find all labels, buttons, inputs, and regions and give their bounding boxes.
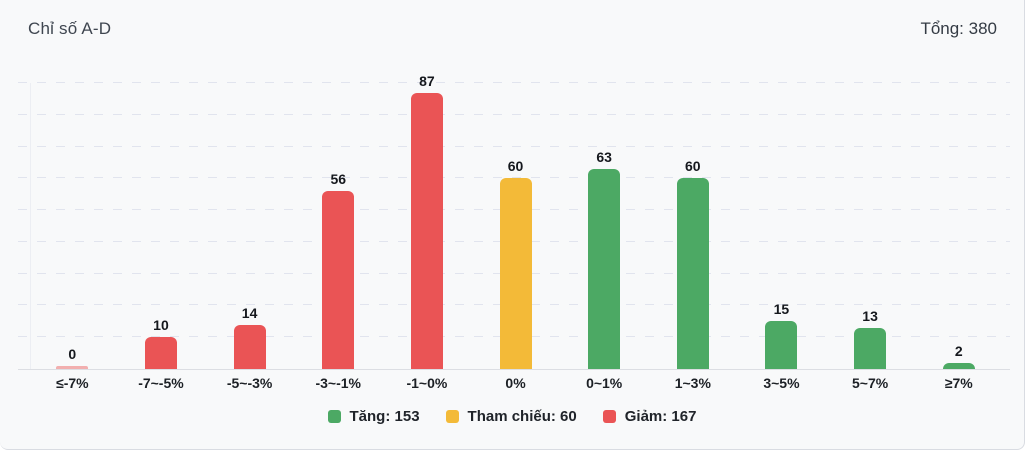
x-axis-label: -5~-3% xyxy=(226,375,273,391)
bar-slot: 60 xyxy=(471,83,560,369)
bar-slot: 63 xyxy=(560,83,649,369)
gridline xyxy=(18,177,1010,179)
chart-title: Chỉ số A-D xyxy=(28,19,112,38)
bar-value-label: 10 xyxy=(153,317,169,334)
bar-≥7%[interactable] xyxy=(942,362,975,369)
legend-swatch-icon xyxy=(445,410,459,423)
legend-swatch-icon xyxy=(327,410,341,423)
x-axis-label: 1~3% xyxy=(674,375,711,391)
bar-value-label: 63 xyxy=(596,148,612,165)
total-count: Tổng: 380 xyxy=(920,19,997,38)
legend-label: Tăng: 153 xyxy=(349,408,420,425)
legend-swatch-icon xyxy=(602,410,616,423)
bar-chart-plot: 0 10 14 56 87 60 63 60 15 13 2 xyxy=(18,73,1010,370)
bar-slot: 15 xyxy=(737,83,826,369)
bar-value-label: 2 xyxy=(954,342,963,359)
bar-value-label: 87 xyxy=(419,72,435,89)
x-axis-label: 0~1% xyxy=(586,375,623,391)
x-axis-label: 0% xyxy=(505,375,526,391)
bar-slot: 13 xyxy=(826,83,915,369)
bar-value-label: 0 xyxy=(68,346,77,362)
bar--3~-1%[interactable] xyxy=(322,191,355,369)
bar-slot: 10 xyxy=(117,83,206,369)
gridline xyxy=(18,113,1010,115)
legend-item-ref[interactable]: Tham chiếu: 60 xyxy=(445,408,577,425)
bar-3~5%[interactable] xyxy=(765,321,798,369)
bar-value-label: 60 xyxy=(685,158,701,175)
chart-legend: Tăng: 153 Tham chiếu: 60 Giảm: 167 xyxy=(0,408,1024,425)
bar-0~1%[interactable] xyxy=(588,168,621,369)
x-axis-labels: ≤-7% -7~-5% -5~-3% -3~-1% -1~0% 0% 0~1% 1~3% 3~5… xyxy=(28,375,1003,395)
bars-container: 0 10 14 56 87 60 63 60 15 13 2 xyxy=(28,73,1003,369)
bar-slot: 0 xyxy=(28,83,117,369)
bar-slot: 56 xyxy=(294,83,383,369)
bar-value-label: 14 xyxy=(241,304,258,321)
bar-slot: 2 xyxy=(914,83,1003,369)
bar--7~-5%[interactable] xyxy=(144,337,177,369)
bar-≤-7%[interactable] xyxy=(56,366,89,369)
bar-5~7%[interactable] xyxy=(854,327,887,369)
y-axis-line xyxy=(30,83,31,369)
x-axis-baseline xyxy=(18,369,1010,370)
x-axis-label: ≤-7% xyxy=(56,375,89,391)
legend-label: Giảm: 167 xyxy=(624,408,697,425)
x-axis-label: -1~0% xyxy=(406,375,448,391)
legend-label: Tham chiếu: 60 xyxy=(467,408,577,425)
bar-slot: 60 xyxy=(648,83,737,369)
bar-slot: 87 xyxy=(383,73,472,369)
x-axis-label: -3~-1% xyxy=(315,375,361,391)
bar-value-label: 15 xyxy=(773,301,790,318)
legend-item-down[interactable]: Giảm: 167 xyxy=(602,408,697,425)
card-header: Chỉ số A-D Tổng: 380 xyxy=(0,0,1024,39)
x-axis-label: -7~-5% xyxy=(138,375,184,391)
bar-1~3%[interactable] xyxy=(676,178,709,369)
x-axis-label: 3~5% xyxy=(763,375,800,391)
x-axis-label: ≥7% xyxy=(944,375,973,391)
x-axis-label: 5~7% xyxy=(851,375,889,391)
gridline xyxy=(18,82,1010,83)
bar-0%[interactable] xyxy=(499,178,532,369)
gridline xyxy=(18,145,1010,147)
bar-value-label: 60 xyxy=(507,158,524,175)
bar--1~0%[interactable] xyxy=(410,92,443,369)
bar--5~-3%[interactable] xyxy=(233,324,266,369)
bar-slot: 14 xyxy=(205,83,294,369)
legend-item-up[interactable]: Tăng: 153 xyxy=(327,408,420,425)
bar-value-label: 13 xyxy=(862,307,878,324)
bar-value-label: 56 xyxy=(330,171,347,188)
